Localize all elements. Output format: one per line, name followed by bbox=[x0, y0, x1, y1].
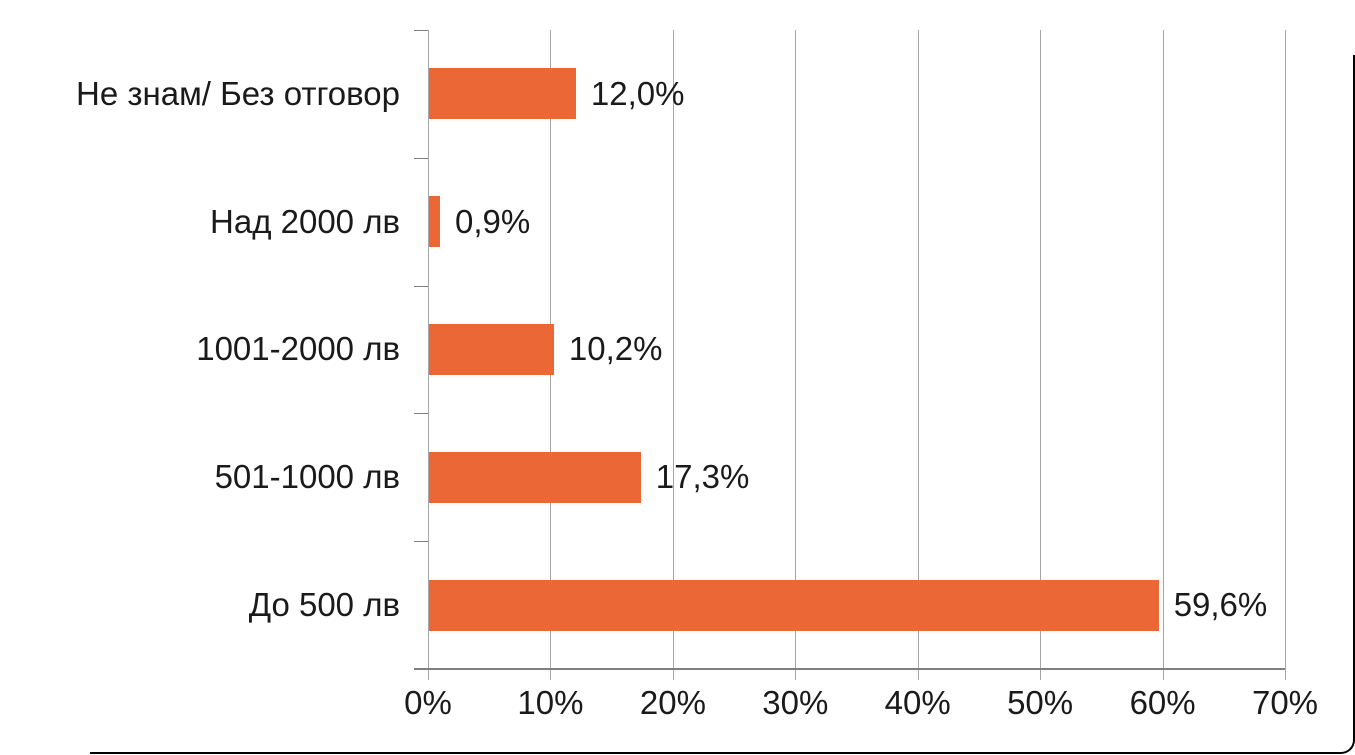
x-axis-tick-label: 30% bbox=[762, 684, 829, 721]
bar bbox=[429, 68, 576, 120]
x-axis-tick-label: 70% bbox=[1251, 684, 1319, 721]
category-label: 1001-2000 лв bbox=[196, 330, 400, 368]
category-axis-tick bbox=[414, 157, 428, 159]
gridline bbox=[1040, 30, 1042, 680]
x-axis-tick-label: 20% bbox=[639, 684, 706, 721]
value-axis-line bbox=[428, 30, 429, 680]
category-axis-tick bbox=[414, 541, 428, 543]
bar bbox=[429, 196, 440, 248]
gridline bbox=[795, 30, 797, 680]
gridline bbox=[1285, 30, 1286, 680]
category-label: Над 2000 лв bbox=[210, 202, 400, 240]
x-axis-line bbox=[414, 668, 1285, 670]
bar-value-label: 17,3% bbox=[655, 458, 750, 496]
category-axis-tick bbox=[414, 413, 428, 415]
category-axis-tick bbox=[414, 30, 428, 31]
x-axis-tick-label: 10% bbox=[517, 684, 584, 721]
category-label: 501-1000 лв bbox=[214, 458, 400, 496]
bar bbox=[429, 324, 554, 375]
gridline bbox=[1162, 30, 1164, 680]
gridline bbox=[672, 30, 674, 680]
x-axis-tick-label: 0% bbox=[404, 684, 452, 721]
category-axis-tick bbox=[414, 285, 428, 287]
bar-value-label: 59,6% bbox=[1173, 586, 1268, 624]
gridline bbox=[917, 30, 919, 680]
x-axis-tick-label: 50% bbox=[1007, 684, 1074, 721]
bar-value-label: 10,2% bbox=[568, 330, 663, 368]
category-label: До 500 лв bbox=[248, 586, 400, 624]
bar-value-label: 0,9% bbox=[455, 202, 531, 240]
bar bbox=[429, 451, 641, 503]
x-axis-tick-label: 60% bbox=[1129, 684, 1196, 721]
bar bbox=[429, 579, 1159, 631]
category-label: Не знам/ Без отговор bbox=[76, 74, 400, 112]
x-axis-tick-label: 40% bbox=[884, 684, 951, 721]
bar-value-label: 12,0% bbox=[590, 74, 685, 112]
